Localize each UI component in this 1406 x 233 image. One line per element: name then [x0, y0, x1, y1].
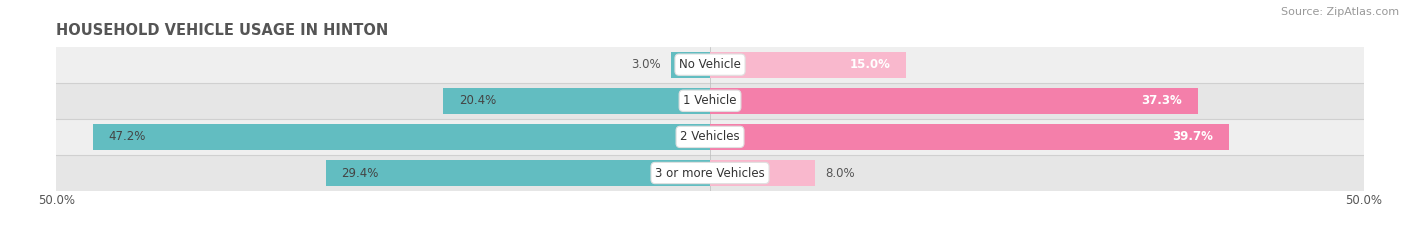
Text: 39.7%: 39.7% [1173, 130, 1213, 143]
Bar [710, 88, 1198, 114]
Bar [443, 88, 710, 114]
Text: 20.4%: 20.4% [458, 94, 496, 107]
Bar [56, 83, 1364, 119]
Bar [710, 124, 1229, 150]
Text: 37.3%: 37.3% [1142, 94, 1182, 107]
Text: 47.2%: 47.2% [108, 130, 146, 143]
Bar [56, 119, 1364, 155]
Text: No Vehicle: No Vehicle [679, 58, 741, 71]
Text: Source: ZipAtlas.com: Source: ZipAtlas.com [1281, 7, 1399, 17]
Text: 8.0%: 8.0% [825, 167, 855, 179]
Text: 15.0%: 15.0% [849, 58, 890, 71]
Text: 29.4%: 29.4% [342, 167, 378, 179]
Bar [93, 124, 710, 150]
Text: 3.0%: 3.0% [631, 58, 661, 71]
Bar [710, 52, 905, 78]
Bar [326, 160, 710, 186]
Text: HOUSEHOLD VEHICLE USAGE IN HINTON: HOUSEHOLD VEHICLE USAGE IN HINTON [56, 24, 388, 38]
Text: 2 Vehicles: 2 Vehicles [681, 130, 740, 143]
Bar [56, 155, 1364, 191]
Bar [671, 52, 710, 78]
Bar [710, 160, 814, 186]
Text: 1 Vehicle: 1 Vehicle [683, 94, 737, 107]
Bar [56, 47, 1364, 83]
Text: 3 or more Vehicles: 3 or more Vehicles [655, 167, 765, 179]
